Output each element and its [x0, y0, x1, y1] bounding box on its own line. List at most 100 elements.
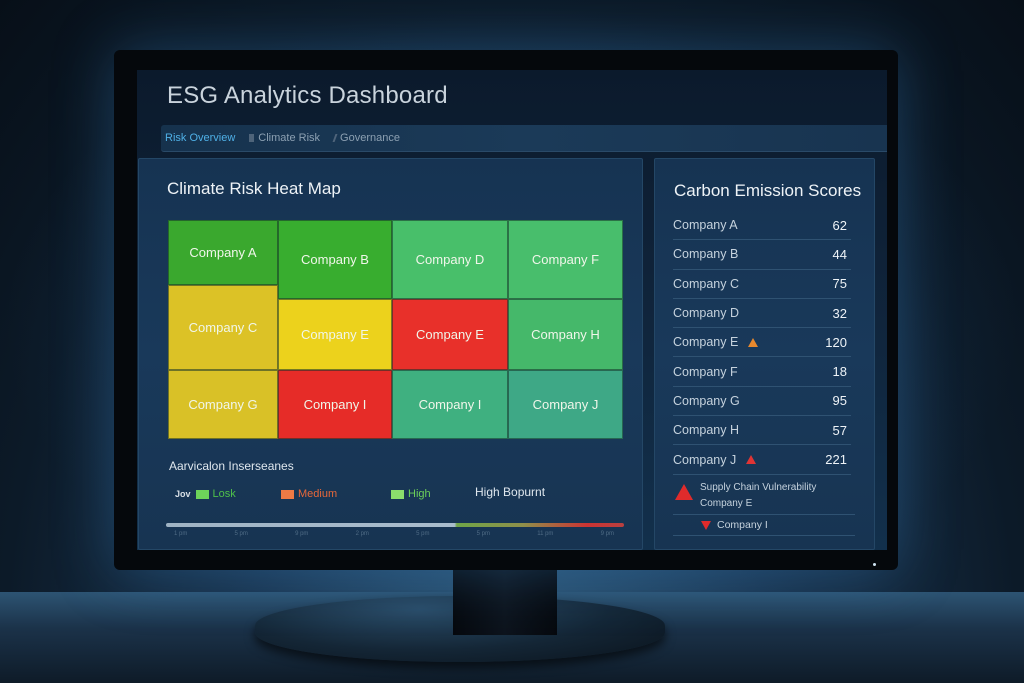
company-label: Company H — [673, 423, 739, 438]
heatmap-title: Climate Risk Heat Map — [167, 179, 341, 198]
timeline-tick: 1 pm — [174, 531, 188, 537]
heatmap-cell[interactable]: Company G — [168, 370, 278, 439]
emission-score: 44 — [832, 246, 847, 262]
company-label: Company C — [673, 276, 739, 291]
heatmap-cell[interactable]: Company I — [392, 370, 508, 439]
company-name: Company J — [673, 453, 825, 467]
warning-icon — [748, 337, 759, 347]
company-label: Company A — [673, 218, 738, 233]
company-name: Company A — [673, 218, 833, 232]
company-label: Company B — [673, 247, 739, 262]
heatmap-cell[interactable]: Company E — [392, 299, 508, 370]
company-label: Company E — [673, 335, 739, 350]
emissions-panel: Carbon Emission Scores Company A 62 Compan… — [654, 158, 875, 550]
emission-row[interactable]: Company J 221 — [673, 445, 851, 475]
timeline-ticks: 1 pm 5 pm 9 pm 2 pm 5 pm 5 pm 11 pm 9 pm — [174, 531, 614, 537]
company-label: Company G — [673, 393, 740, 408]
legend-item-medium: Medium — [281, 488, 337, 500]
timeline-tick: 2 pm — [355, 531, 369, 537]
heatmap-cell[interactable]: Company D — [392, 220, 508, 299]
heatmap-cell[interactable]: Company B — [278, 220, 392, 299]
company-name: Company E — [673, 335, 825, 349]
timeline-tick: 5 pm — [416, 531, 430, 537]
warning-icon — [675, 484, 693, 500]
timeline-tick: 9 pm — [600, 531, 614, 537]
company-label: Company D — [673, 306, 739, 321]
alert-sub-item[interactable]: Company I — [673, 515, 855, 536]
tab-label: Climate Risk — [258, 132, 321, 144]
emission-row[interactable]: Company F 18 — [673, 357, 851, 387]
timeline-tick: 11 pm — [537, 531, 554, 537]
emission-score: 95 — [832, 393, 847, 409]
alert-company: Company E — [700, 498, 753, 509]
power-led — [873, 563, 876, 566]
app-title: ESG Analytics Dashboard — [167, 82, 448, 109]
warning-icon — [746, 455, 757, 465]
emission-score: 32 — [832, 305, 847, 321]
emission-score: 221 — [825, 452, 847, 468]
company-name: Company F — [673, 365, 833, 379]
supply-chain-alert[interactable]: Supply Chain Vulnerability Company E Com… — [673, 482, 855, 536]
timeline-tick: 5 pm — [234, 531, 248, 537]
emission-row[interactable]: Company E 120 — [673, 328, 851, 358]
heatmap-cell[interactable]: Company A — [168, 220, 278, 285]
emission-row[interactable]: Company H 57 — [673, 416, 851, 446]
screen: ESG Analytics Dashboard Risk Overview Cl… — [137, 70, 887, 550]
legend-item-low: Jov Losk — [175, 488, 236, 500]
emission-row[interactable]: Company B 44 — [673, 240, 851, 270]
down-arrow-icon — [701, 520, 711, 530]
emission-row[interactable]: Company C 75 — [673, 270, 851, 299]
alert-title: Supply Chain Vulnerability — [700, 482, 817, 493]
tab-label: Governance — [340, 132, 400, 144]
company-name: Company D — [673, 306, 833, 320]
heatmap-grid: Company A Company C Company G Company B Comp… — [168, 220, 623, 439]
heatmap-cell[interactable]: Company H — [508, 299, 623, 370]
emission-score: 120 — [825, 334, 847, 350]
heatmap-cell[interactable]: Company J — [508, 370, 623, 439]
legend-label: Medium — [298, 488, 338, 500]
company-label: Company J — [673, 452, 737, 467]
tab-label: Risk Overview — [165, 132, 236, 144]
monitor-stand-neck — [453, 565, 557, 635]
legend-extra-label: High Bopurnt — [475, 485, 546, 499]
tab-governance[interactable]: Governance — [332, 132, 400, 144]
legend-swatch — [391, 489, 404, 499]
legend-title: Aarvicalon Inserseanes — [169, 459, 294, 473]
legend: Jov Losk Medium High High Bopurnt — [169, 485, 609, 504]
monitor: ESG Analytics Dashboard Risk Overview Cl… — [114, 50, 898, 570]
timeline-tick: 5 pm — [476, 531, 490, 537]
company-name: Company C — [673, 277, 833, 291]
company-name: Company H — [673, 423, 833, 437]
tab-bar: Risk Overview Climate Risk Governance — [161, 125, 887, 152]
legend-prefix: Jov — [175, 489, 191, 499]
timeline-slider[interactable] — [166, 523, 624, 527]
emission-score: 57 — [832, 422, 847, 438]
company-name: Company G — [673, 394, 833, 408]
heatmap-cell[interactable]: Company E — [278, 299, 392, 370]
emission-row[interactable]: Company D 32 — [673, 299, 851, 329]
legend-swatch — [195, 489, 209, 499]
legend-swatch — [281, 489, 294, 499]
legend-item-high: High — [391, 488, 431, 500]
emission-score: 18 — [832, 364, 847, 380]
alert-sub-company: Company I — [717, 519, 768, 531]
document-icon — [249, 134, 255, 142]
heatmap-panel: Climate Risk Heat Map Company A Company C… — [138, 158, 643, 550]
heatmap-cell[interactable]: Company F — [508, 220, 623, 299]
company-label: Company F — [673, 364, 738, 379]
tab-risk-overview[interactable]: Risk Overview — [165, 132, 235, 144]
legend-label: High — [408, 488, 431, 500]
heatmap-cell[interactable]: Company C — [168, 285, 278, 370]
timeline-tick: 9 pm — [295, 531, 309, 537]
company-name: Company B — [673, 247, 833, 261]
emission-score: 62 — [832, 217, 847, 233]
legend-label: Losk — [212, 488, 236, 500]
emission-score-list: Company A 62 Company B 44 Company C 75 Company… — [673, 211, 851, 475]
emission-row[interactable]: Company A 62 — [673, 211, 851, 241]
heatmap-cell[interactable]: Company I — [278, 370, 392, 439]
emissions-title: Carbon Emission Scores — [674, 181, 862, 200]
alert-main: Supply Chain Vulnerability Company E — [673, 482, 855, 515]
tab-climate-risk[interactable]: Climate Risk — [249, 132, 320, 144]
slash-icon — [332, 134, 338, 142]
emission-row[interactable]: Company G 95 — [673, 387, 851, 417]
